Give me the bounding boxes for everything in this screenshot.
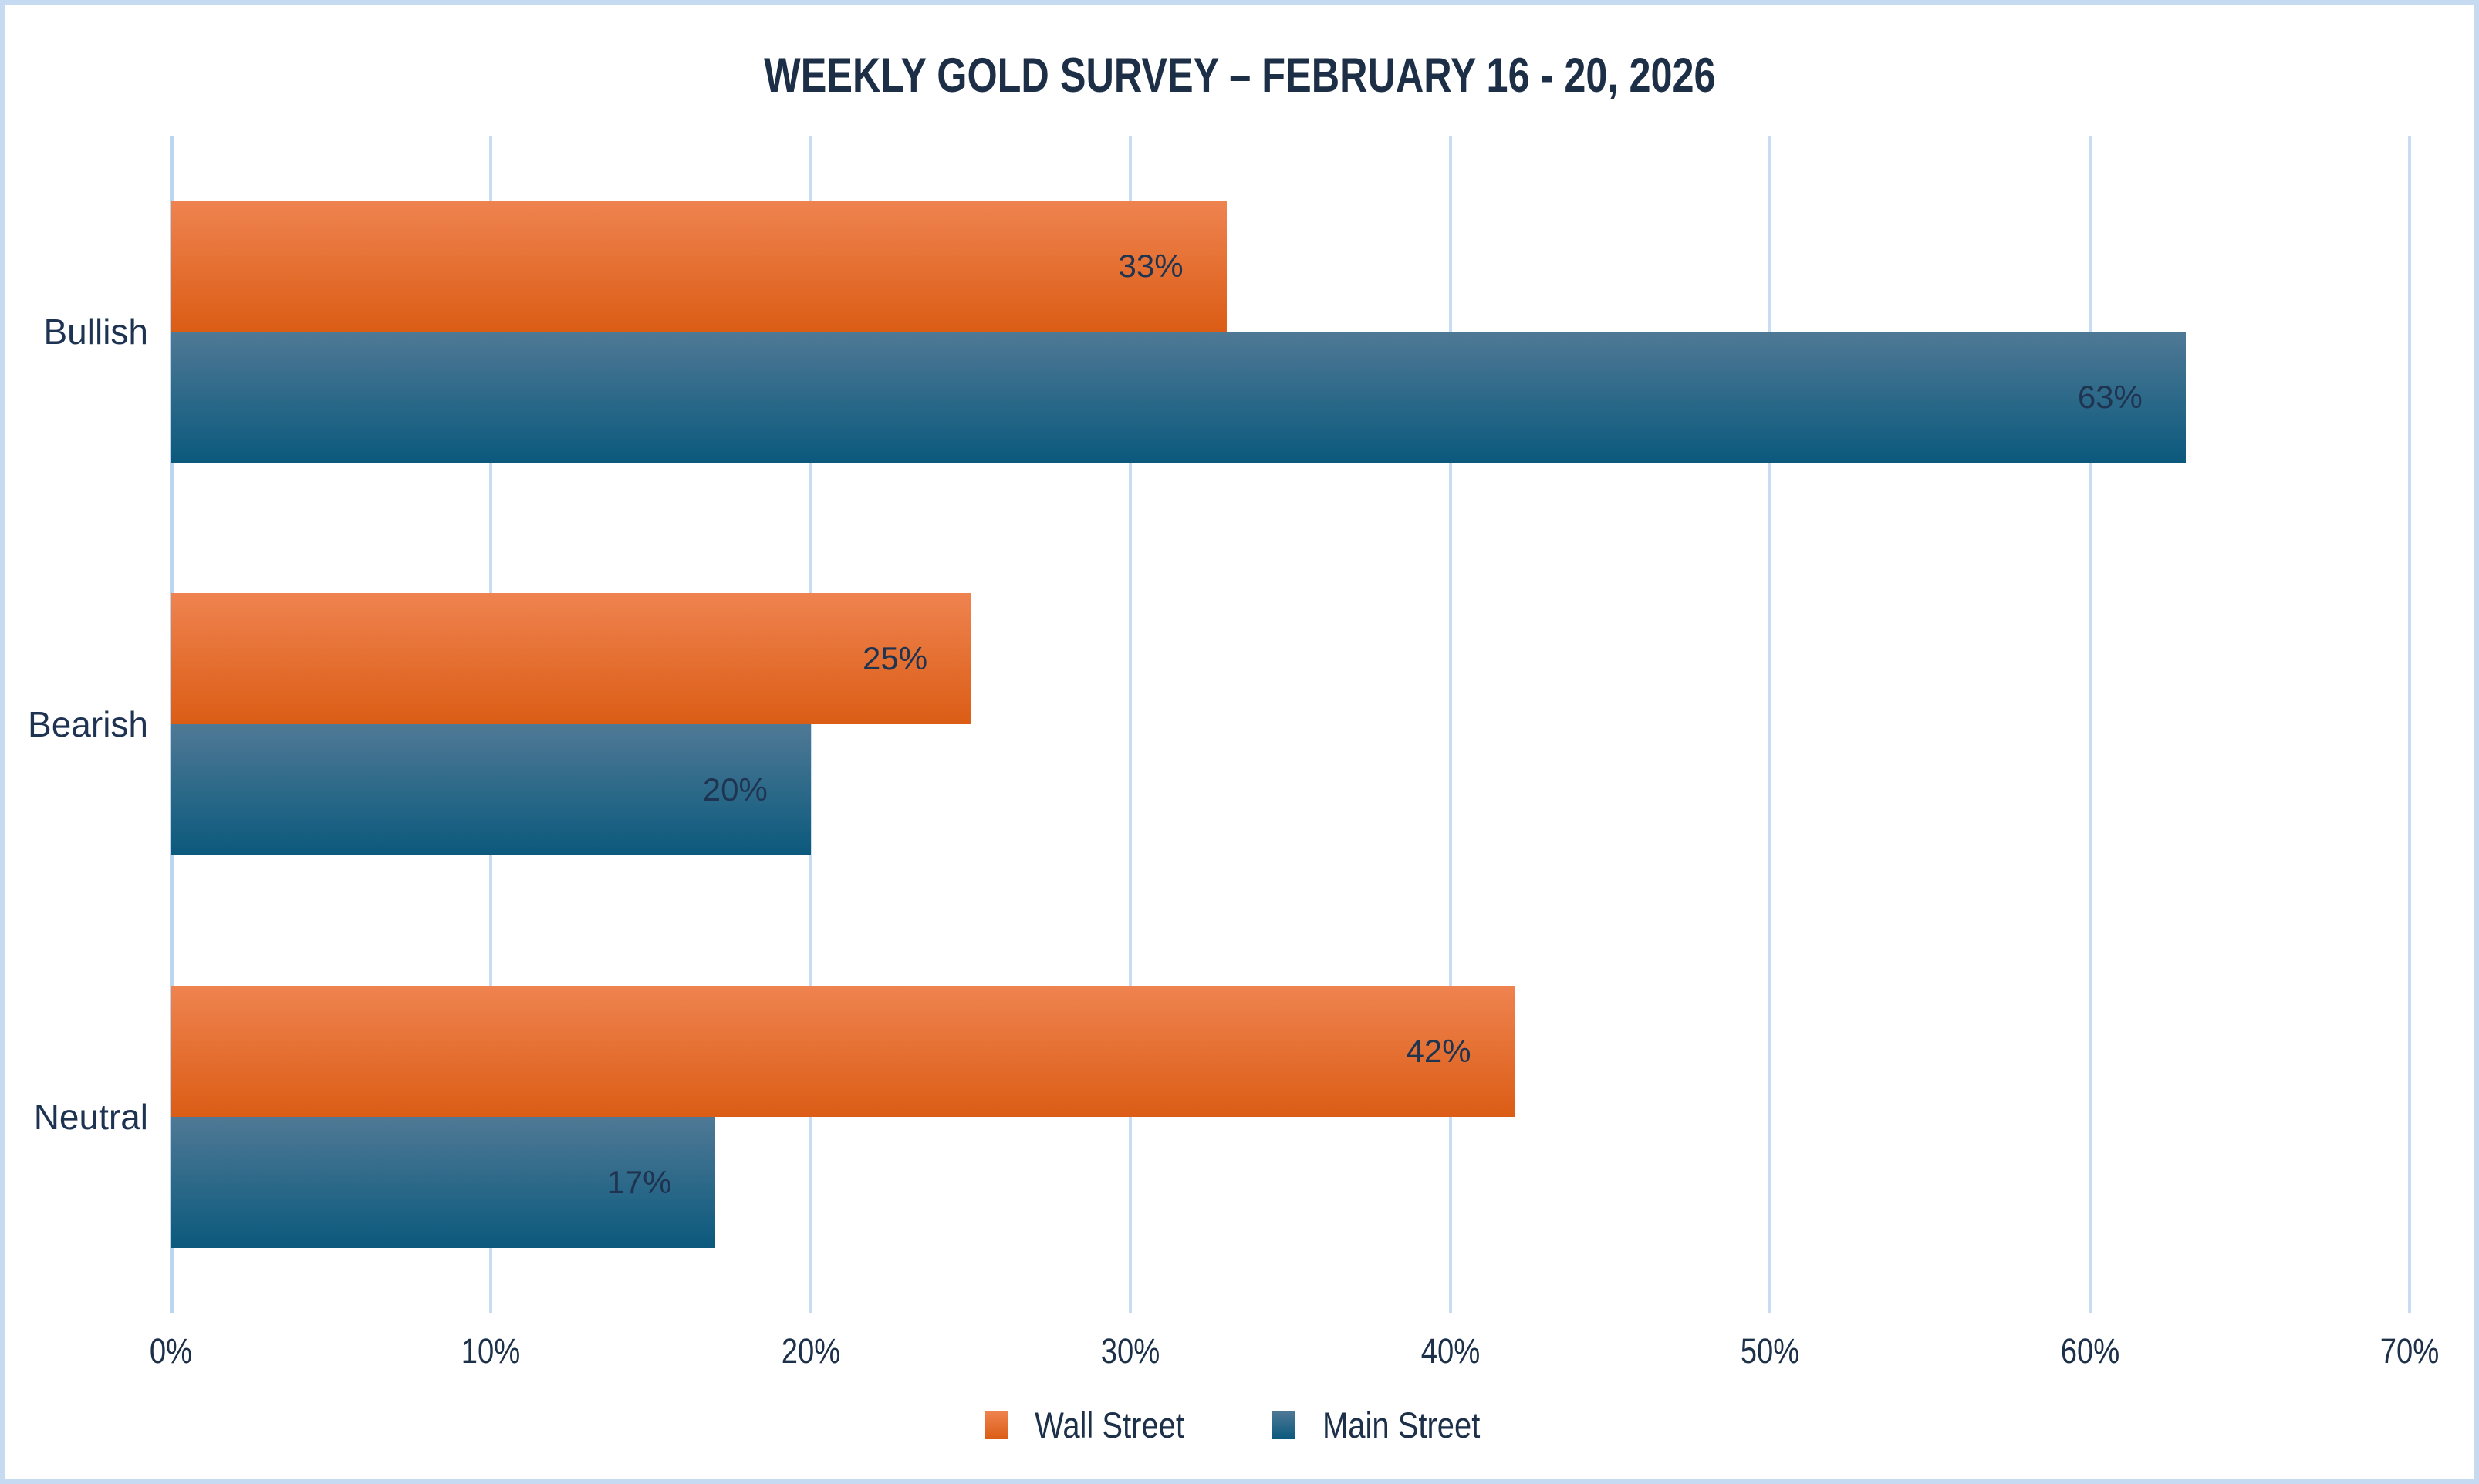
x-tick-label-60%: 60% (2005, 1331, 2175, 1371)
x-tick-text: 70% (2379, 1331, 2440, 1371)
legend-label-main-street: Main Street (1322, 1405, 1481, 1445)
legend-item-main-street: Main Street (1272, 1404, 1494, 1446)
category-label-bearish: Bearish (28, 704, 148, 744)
bar-wall-street-neutral: 42% (171, 985, 1515, 1117)
gridline-40% (1448, 136, 1452, 1313)
bar-value-label-wall-street-bearish: 25% (863, 640, 928, 676)
bar-wall-street-bearish: 25% (171, 593, 971, 724)
bar-value-label-main-street-neutral: 17% (606, 1163, 672, 1200)
plot-area: Bullish 33% 63% Bearish 25% 20% Neutral 42% 17% (28, 136, 2411, 1313)
wall-street-swatch-icon (985, 1411, 1008, 1439)
x-tick-text: 60% (2060, 1331, 2119, 1371)
bar-wall-street-bullish: 33% (171, 201, 1227, 332)
x-tick-label-10%: 10% (406, 1331, 576, 1371)
bar-value-label-wall-street-bullish: 33% (1118, 248, 1184, 285)
x-tick-label-20%: 20% (726, 1331, 896, 1371)
x-tick-label-50%: 50% (1685, 1331, 1855, 1371)
x-tick-text: 40% (1420, 1331, 1480, 1371)
x-tick-label-70%: 70% (2325, 1331, 2479, 1371)
chart-title: WEEKLY GOLD SURVEY – FEBRUARY 16 - 20, 2… (0, 48, 2479, 103)
gridline-30% (1129, 136, 1133, 1313)
x-tick-text: 10% (461, 1331, 521, 1371)
category-label-bullish: Bullish (43, 312, 148, 352)
gridline-60% (2088, 136, 2092, 1313)
main-street-swatch-icon (1272, 1411, 1295, 1439)
gridline-50% (1768, 136, 1772, 1313)
x-tick-label-30%: 30% (1045, 1331, 1215, 1371)
gridline-20% (809, 136, 812, 1313)
chart-title-text: WEEKLY GOLD SURVEY – FEBRUARY 16 - 20, 2… (763, 49, 1716, 103)
bar-main-street-bullish: 63% (171, 332, 2186, 464)
x-tick-text: 30% (1100, 1331, 1160, 1371)
bar-value-label-main-street-bearish: 20% (702, 771, 768, 808)
legend-label-wall-street: Wall Street (1035, 1405, 1185, 1445)
legend: Wall Street Main Street (0, 1404, 2479, 1446)
bar-value-label-main-street-bullish: 63% (2077, 379, 2143, 416)
category-label-neutral: Neutral (33, 1096, 148, 1137)
bar-main-street-bearish: 20% (171, 724, 811, 855)
bar-main-street-neutral: 17% (171, 1116, 715, 1248)
x-tick-label-40%: 40% (1366, 1331, 1535, 1371)
gridline-70% (2408, 136, 2411, 1313)
legend-item-wall-street: Wall Street (985, 1404, 1197, 1446)
bar-value-label-wall-street-neutral: 42% (1406, 1032, 1471, 1069)
x-tick-label-0%: 0% (86, 1331, 256, 1371)
x-tick-text: 50% (1740, 1331, 1800, 1371)
x-tick-text: 0% (150, 1331, 193, 1371)
x-tick-text: 20% (781, 1331, 841, 1371)
